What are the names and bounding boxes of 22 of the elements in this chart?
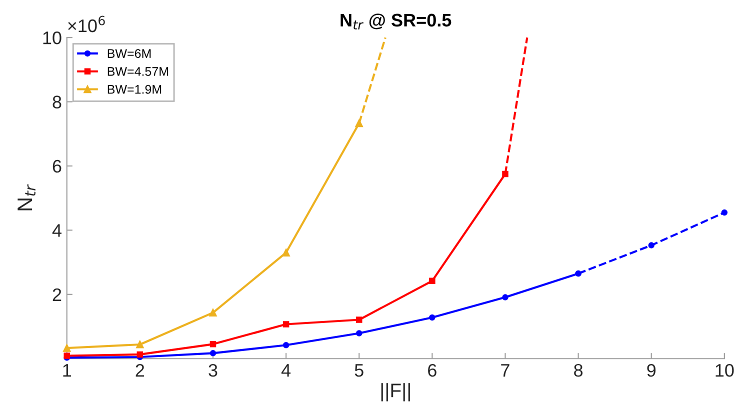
x-axis-title: ||F||	[381, 383, 410, 402]
x-tick-label: 6	[428, 364, 436, 377]
x-tick-label: 5	[354, 364, 364, 377]
y-tick-label: 10	[43, 31, 62, 44]
x-tick-label: 8	[574, 364, 583, 377]
y-tick-label: 4	[52, 224, 62, 237]
legend-label: BW=4.57M	[108, 67, 168, 76]
x-tick-label: 1	[63, 364, 72, 377]
y-tick-label: 2	[52, 288, 62, 301]
text: ×10$^{6}$	[68, 16, 105, 32]
x-tick-label: 9	[647, 364, 656, 377]
y-tick-label: 6	[52, 160, 62, 173]
x-tick-label: 2	[136, 364, 144, 377]
legend-label: BW=1.9M	[108, 84, 162, 94]
x-tick-label: 7	[501, 364, 510, 377]
x-tick-label: 4	[281, 364, 291, 377]
y-axis-title: N$_{tr}$	[18, 184, 36, 210]
x-tick-label: 10	[716, 364, 734, 377]
y-tick-label: 8	[52, 96, 62, 108]
legend-label: BW=6M	[108, 49, 151, 58]
x-tick-label: 3	[208, 364, 218, 377]
chart-title: N$_{tr}$ @ SR=0.5	[340, 14, 452, 30]
